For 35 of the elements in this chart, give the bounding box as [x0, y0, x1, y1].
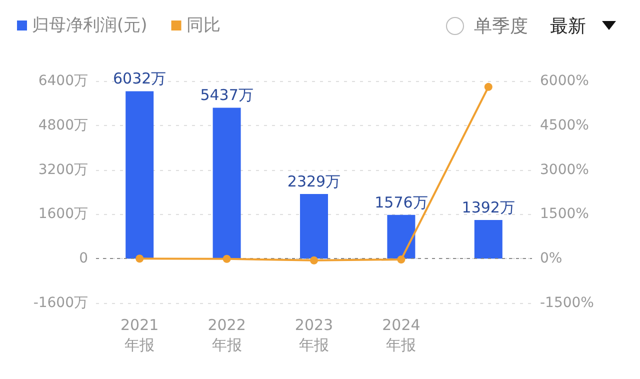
text: 单季度: [474, 15, 528, 38]
y2-tick-label: 1500%: [540, 206, 589, 222]
x-tick-label: 2021 年报: [120, 316, 159, 354]
y2-tick-label: 6000%: [540, 73, 589, 89]
legend-label: 同比: [186, 16, 220, 36]
y2-tick-label: 3000%: [540, 162, 589, 178]
point: [310, 256, 318, 264]
y-tick-label: 1600万: [38, 206, 88, 222]
x-tick-label: 2024 年报: [382, 316, 420, 354]
bar: [474, 220, 502, 259]
x-tick-label: 2023 年报: [294, 316, 334, 354]
point: [484, 82, 492, 91]
legend-label: 归母净利润(元): [32, 16, 148, 36]
y2-tick-label: 0%: [540, 250, 562, 267]
y-tick-label: 4800万: [38, 117, 88, 134]
bar: [126, 91, 154, 259]
data-label: 6032万: [113, 70, 166, 88]
y-tick-label: 0: [79, 250, 88, 267]
y-tick-label: 6400万: [38, 73, 88, 89]
x-tick-label: 2022 年报: [208, 316, 246, 354]
y-tick-label: -1600万: [33, 295, 88, 311]
bar: [387, 214, 416, 259]
data-label: 1576万: [374, 193, 428, 212]
point: [397, 255, 406, 264]
bar: [212, 108, 241, 259]
y2-tick-label: -1500%: [540, 295, 594, 311]
data-label: 2329万: [287, 172, 341, 190]
text: 最新: [550, 15, 586, 38]
bar: [300, 194, 328, 259]
y-tick-label: 3200万: [38, 162, 88, 178]
data-label: 1392万: [462, 198, 515, 216]
point: [136, 254, 144, 263]
point: [222, 254, 231, 263]
data-label: 5437万: [200, 86, 254, 104]
y2-tick-label: 4500%: [540, 117, 589, 134]
